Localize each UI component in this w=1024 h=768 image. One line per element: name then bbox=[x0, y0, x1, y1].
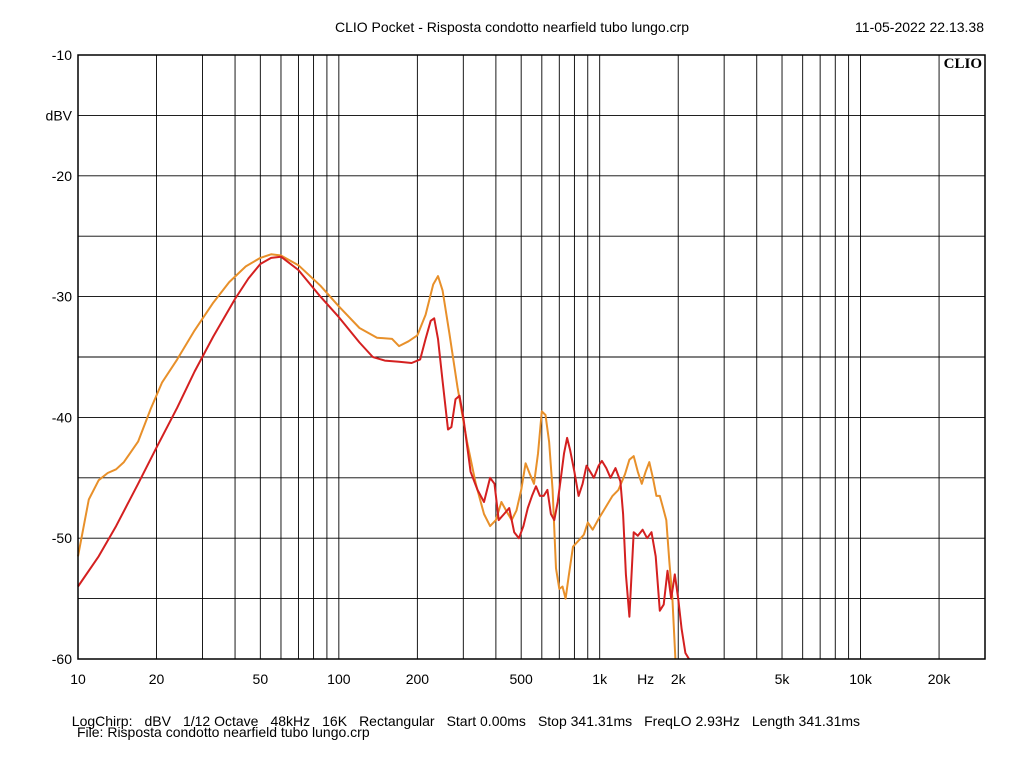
plot-frame bbox=[77, 54, 986, 660]
y-tick-label: -30 bbox=[52, 289, 72, 305]
x-tick-label: 10k bbox=[849, 671, 873, 687]
chart-title: CLIO Pocket - Risposta condotto nearfiel… bbox=[335, 19, 689, 35]
param-unit: dBV bbox=[144, 713, 171, 729]
y-tick-label: -20 bbox=[52, 168, 72, 184]
param-window: Rectangular bbox=[359, 713, 435, 729]
x-tick-label: 5k bbox=[775, 671, 791, 687]
x-tick-label: 1k bbox=[592, 671, 608, 687]
frequency-response-chart: CLIO Pocket - Risposta condotto nearfiel… bbox=[46, 19, 986, 687]
param-length: Length 341.31ms bbox=[751, 713, 861, 729]
series-layer bbox=[77, 253, 690, 660]
measurement-timestamp: 11-05-2022 22.13.38 bbox=[855, 19, 984, 35]
tick-labels: -10 -20 -30 -40 -50 -60 10 20 50 100 200 500 1k 2k 5k 1… bbox=[46, 47, 952, 687]
x-tick-label: 500 bbox=[509, 671, 533, 687]
y-tick-label: -40 bbox=[52, 409, 72, 425]
x-tick-label: 100 bbox=[327, 671, 351, 687]
y-tick-label: -50 bbox=[52, 530, 72, 546]
y-tick-label: -60 bbox=[52, 651, 72, 667]
series-line-2 bbox=[77, 255, 690, 660]
x-tick-label: 50 bbox=[253, 671, 269, 687]
x-tick-label: 200 bbox=[406, 671, 430, 687]
file-name: File: Risposta condotto nearfield tubo l… bbox=[77, 724, 370, 740]
x-tick-label: 20k bbox=[928, 671, 952, 687]
param-size: 16K bbox=[322, 713, 348, 729]
y-axis-label: dBV bbox=[46, 107, 73, 123]
param-freqlo: FreqLO 2.93Hz bbox=[644, 713, 740, 729]
param-start: Start 0.00ms bbox=[446, 713, 526, 729]
param-smoothing: 1/12 Octave bbox=[182, 713, 259, 729]
param-mode: LogChirp: bbox=[71, 713, 133, 729]
x-tick-label: 10 bbox=[70, 671, 86, 687]
y-tick-label: -10 bbox=[52, 47, 72, 63]
grid bbox=[78, 55, 985, 659]
param-stop: Stop 341.31ms bbox=[537, 713, 633, 729]
x-tick-label: 20 bbox=[149, 671, 165, 687]
x-axis-label: Hz bbox=[637, 671, 654, 687]
measurement-parameters: LogChirp: dBV 1/12 Octave 48kHz 16K Rectangul… bbox=[64, 697, 872, 729]
clio-logo: CLIO bbox=[944, 56, 982, 72]
param-sample-rate: 48kHz bbox=[270, 713, 311, 729]
x-tick-label: 2k bbox=[671, 671, 687, 687]
